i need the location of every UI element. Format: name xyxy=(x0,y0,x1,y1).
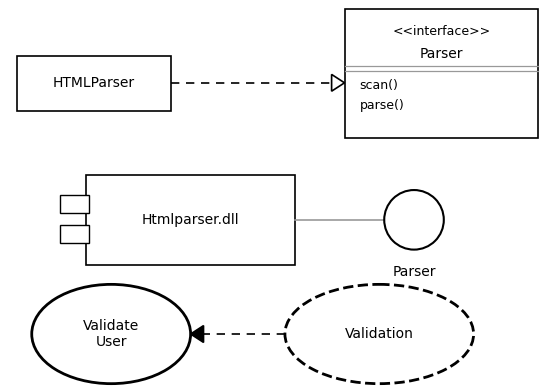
Bar xyxy=(60,195,89,213)
Text: Validation: Validation xyxy=(345,327,413,341)
Bar xyxy=(17,56,171,111)
Text: Parser: Parser xyxy=(392,265,436,278)
Bar xyxy=(86,175,295,265)
Text: scan(): scan() xyxy=(359,79,399,92)
Bar xyxy=(344,9,538,138)
Text: <<interface>>: <<interface>> xyxy=(392,25,490,38)
Text: Parser: Parser xyxy=(420,47,463,61)
Ellipse shape xyxy=(285,284,474,384)
Polygon shape xyxy=(332,74,344,91)
Text: Htmlparser.dll: Htmlparser.dll xyxy=(142,213,240,227)
Ellipse shape xyxy=(32,284,190,384)
Text: HTMLParser: HTMLParser xyxy=(53,76,135,90)
Bar xyxy=(60,225,89,243)
Text: parse(): parse() xyxy=(359,99,404,112)
Text: Validate
User: Validate User xyxy=(83,319,139,349)
Polygon shape xyxy=(190,326,204,342)
Circle shape xyxy=(384,190,444,250)
